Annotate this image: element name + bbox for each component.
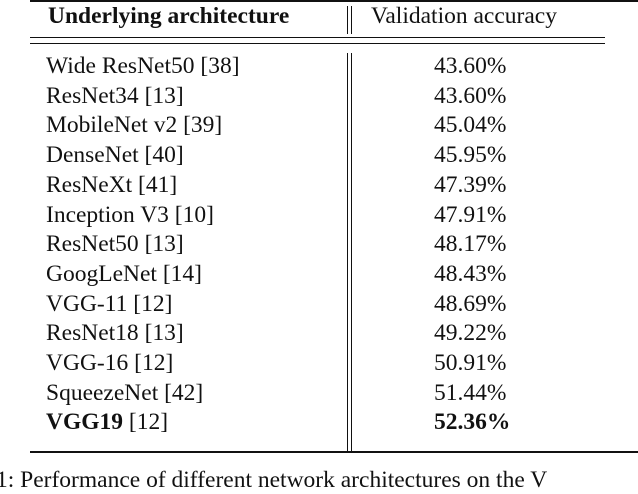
architecture-name: ResNet34 (46, 82, 139, 109)
body-vertical-separator-1 (347, 53, 349, 451)
architecture-reference: [38] (200, 53, 240, 79)
architecture-reference: [13] (144, 82, 184, 109)
row-architecture: MobileNet v2 [39] (46, 111, 222, 139)
row-architecture: SqueezeNet [42] (46, 379, 203, 407)
header-rule-2 (30, 43, 605, 45)
header-accuracy: Validation accuracy (371, 3, 557, 29)
architecture-reference: [39] (183, 112, 223, 139)
architecture-reference: [42] (164, 379, 204, 406)
row-accuracy: 49.22% (434, 320, 507, 347)
architecture-name: Wide ResNet50 (46, 53, 195, 79)
architecture-name: Inception V3 (46, 201, 169, 228)
row-architecture: ResNet34 [13] (46, 82, 184, 110)
architecture-reference: [41] (138, 171, 178, 198)
architecture-reference: [12] (133, 290, 173, 317)
architecture-name: ResNeXt (46, 171, 133, 198)
row-architecture: Wide ResNet50 [38] (46, 52, 240, 80)
row-architecture: GoogLeNet [14] (46, 260, 202, 288)
row-accuracy: 48.17% (434, 231, 507, 258)
table-top-rule (30, 0, 638, 2)
architecture-reference: [13] (144, 320, 184, 347)
architecture-name: VGG-11 (46, 290, 128, 317)
row-accuracy: 51.44% (434, 379, 507, 406)
header-architecture: Underlying architecture (48, 3, 290, 29)
architecture-reference: [12] (134, 350, 174, 376)
architecture-name: ResNet50 (46, 231, 139, 258)
row-architecture: ResNet50 [13] (46, 230, 184, 258)
row-architecture: VGG19 [12] (46, 408, 168, 436)
row-architecture: ResNet18 [13] (46, 319, 184, 347)
row-architecture: ResNeXt [41] (46, 171, 177, 199)
row-architecture: DenseNet [40] (46, 141, 184, 169)
row-architecture: Inception V3 [10] (46, 201, 214, 229)
row-accuracy: 43.60% (434, 82, 507, 109)
architecture-name: GoogLeNet (46, 260, 157, 287)
row-accuracy: 43.60% (434, 53, 507, 79)
architecture-name: SqueezeNet (46, 379, 159, 406)
header-rule-1 (30, 37, 605, 39)
architecture-name: MobileNet v2 (46, 112, 178, 139)
header-vertical-separator-1 (347, 6, 349, 34)
architecture-reference: [40] (144, 142, 184, 169)
row-accuracy: 47.39% (434, 171, 507, 198)
row-architecture: VGG-16 [12] (46, 349, 173, 377)
row-accuracy: 48.43% (434, 260, 507, 287)
architecture-reference: [13] (144, 231, 184, 258)
row-accuracy: 45.04% (434, 112, 507, 139)
architecture-reference: [12] (128, 409, 169, 436)
row-accuracy: 52.36% (434, 409, 511, 436)
row-accuracy: 48.69% (434, 290, 507, 317)
header-vertical-separator-2 (351, 6, 353, 34)
architecture-name: ResNet18 (46, 320, 139, 347)
row-accuracy: 45.95% (434, 142, 507, 169)
architecture-name: VGG19 (46, 409, 124, 436)
architecture-name: VGG-16 (46, 350, 129, 376)
architecture-reference: [10] (174, 201, 214, 228)
architecture-name: DenseNet (46, 142, 139, 169)
row-accuracy: 50.91% (434, 350, 507, 376)
architecture-reference: [14] (162, 260, 202, 287)
table-caption: 1: Performance of different network arch… (0, 467, 548, 493)
row-architecture: VGG-11 [12] (46, 290, 172, 318)
row-accuracy: 47.91% (434, 201, 507, 228)
body-vertical-separator-2 (351, 53, 353, 451)
table-bottom-rule (30, 451, 638, 453)
